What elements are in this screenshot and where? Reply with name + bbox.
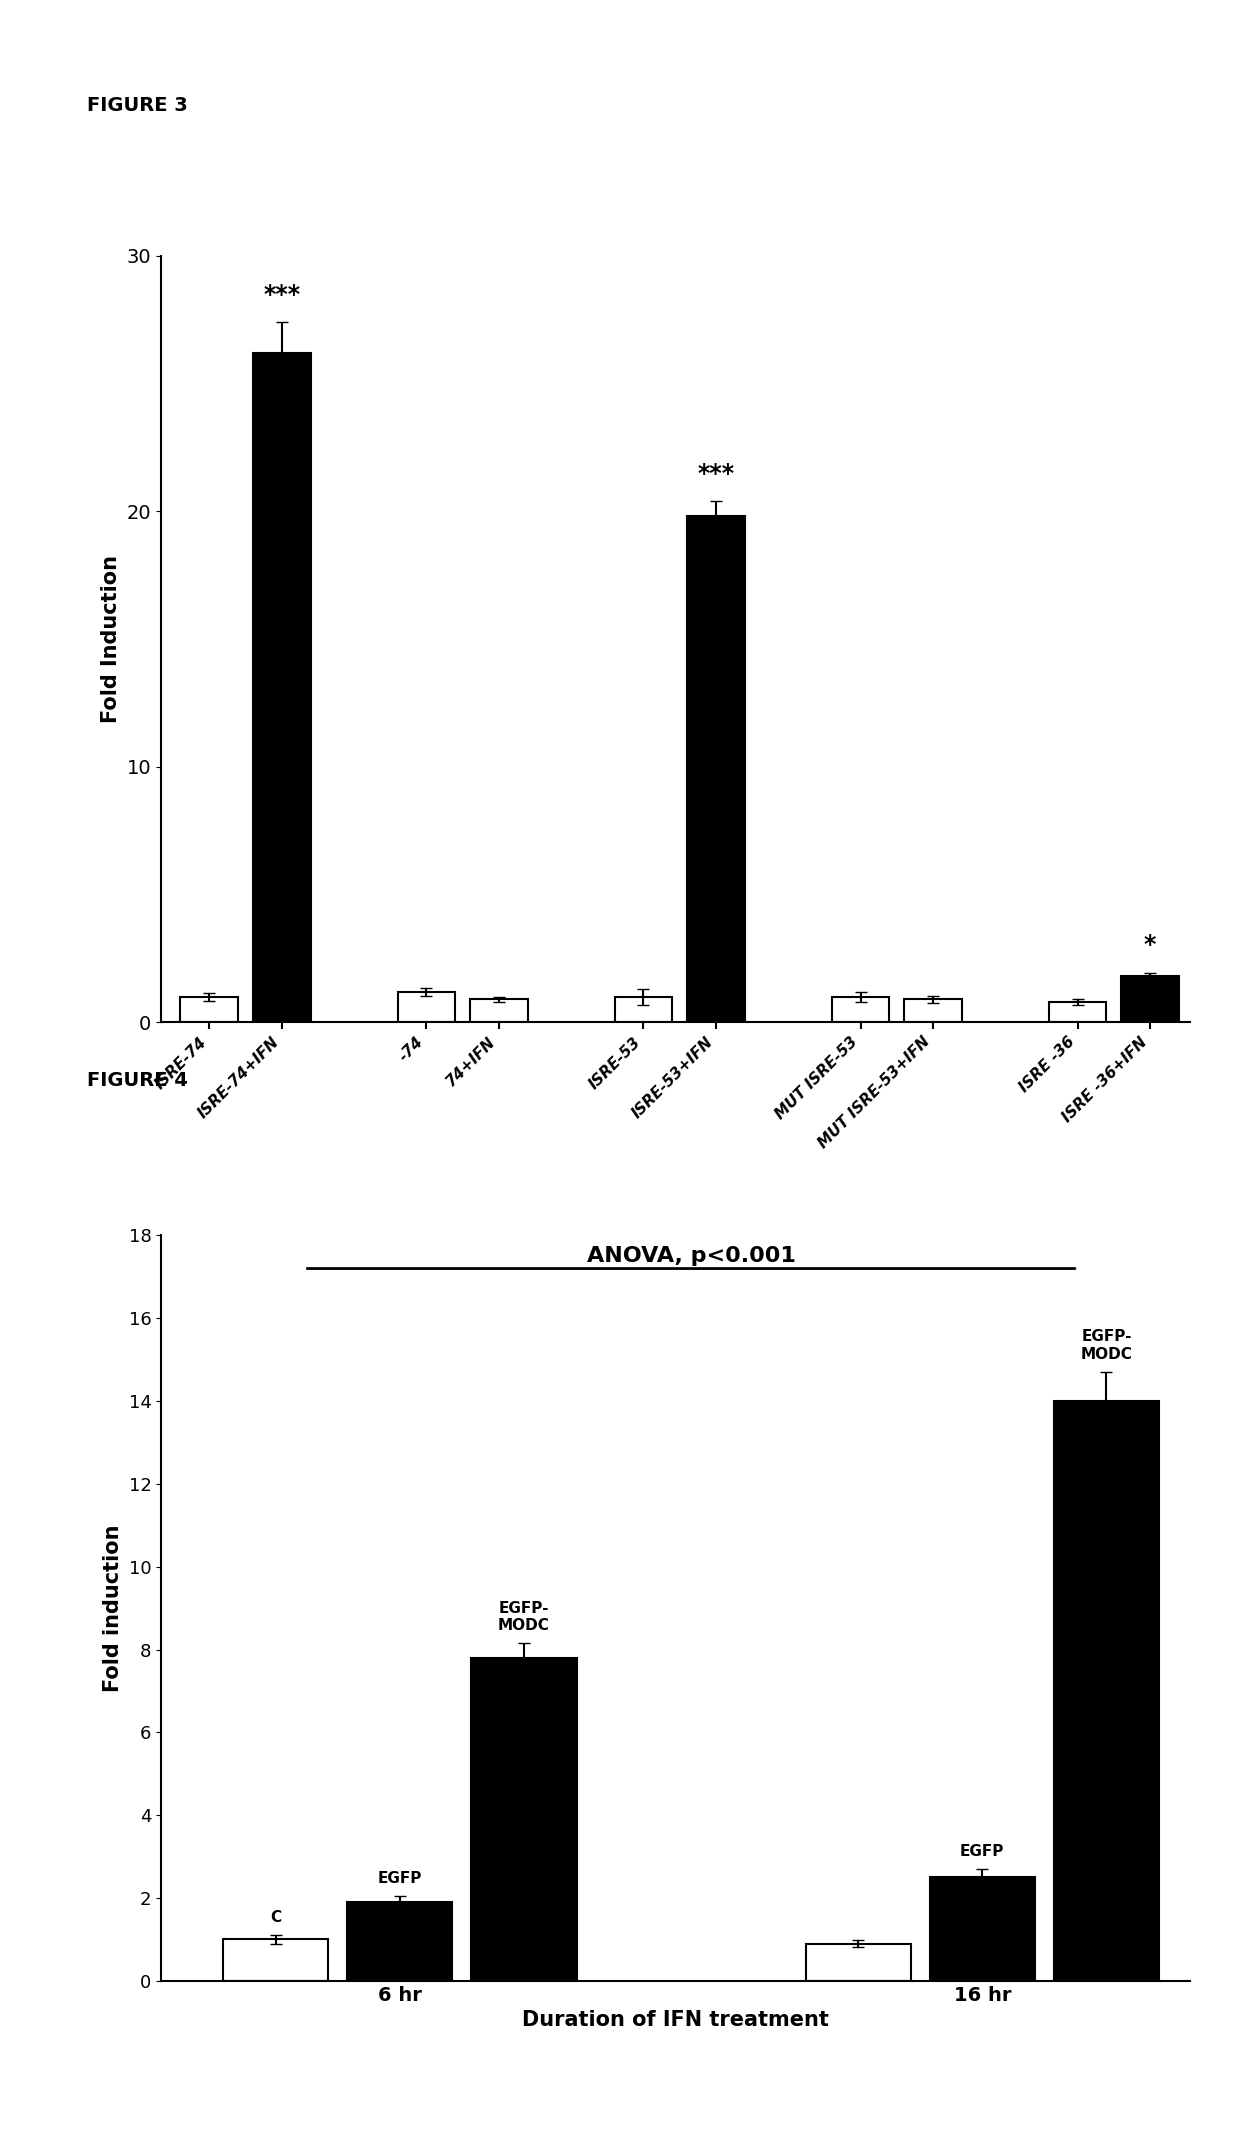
Text: FIGURE 3: FIGURE 3 <box>87 96 187 115</box>
Bar <box>687 515 745 1022</box>
Bar <box>1054 1402 1159 1981</box>
Bar <box>930 1877 1034 1981</box>
Bar <box>832 997 889 1022</box>
Text: *: * <box>1143 933 1156 956</box>
Bar <box>181 997 238 1022</box>
Bar <box>471 1657 577 1981</box>
Y-axis label: Fold Induction: Fold Induction <box>102 556 122 722</box>
Text: EGFP-
MODC: EGFP- MODC <box>1080 1329 1132 1361</box>
Text: C: C <box>270 1911 281 1926</box>
Y-axis label: Fold induction: Fold induction <box>103 1525 123 1691</box>
Text: FIGURE 4: FIGURE 4 <box>87 1071 187 1091</box>
Text: ***: *** <box>697 462 734 486</box>
Bar <box>1049 1001 1106 1022</box>
Text: EGFP: EGFP <box>378 1870 422 1885</box>
Bar <box>223 1940 329 1981</box>
Bar <box>470 999 528 1022</box>
X-axis label: Duration of IFN treatment: Duration of IFN treatment <box>522 2011 830 2030</box>
Text: EGFP-
MODC: EGFP- MODC <box>498 1600 549 1634</box>
Text: ***: *** <box>263 283 300 307</box>
Bar <box>1121 976 1179 1022</box>
Bar <box>806 1943 910 1981</box>
Bar <box>253 354 311 1022</box>
Bar <box>398 993 455 1022</box>
Bar <box>615 997 672 1022</box>
Bar <box>347 1902 453 1981</box>
Text: ANOVA, p<0.001: ANOVA, p<0.001 <box>587 1246 796 1267</box>
Text: EGFP: EGFP <box>960 1845 1004 1859</box>
Bar <box>904 999 962 1022</box>
